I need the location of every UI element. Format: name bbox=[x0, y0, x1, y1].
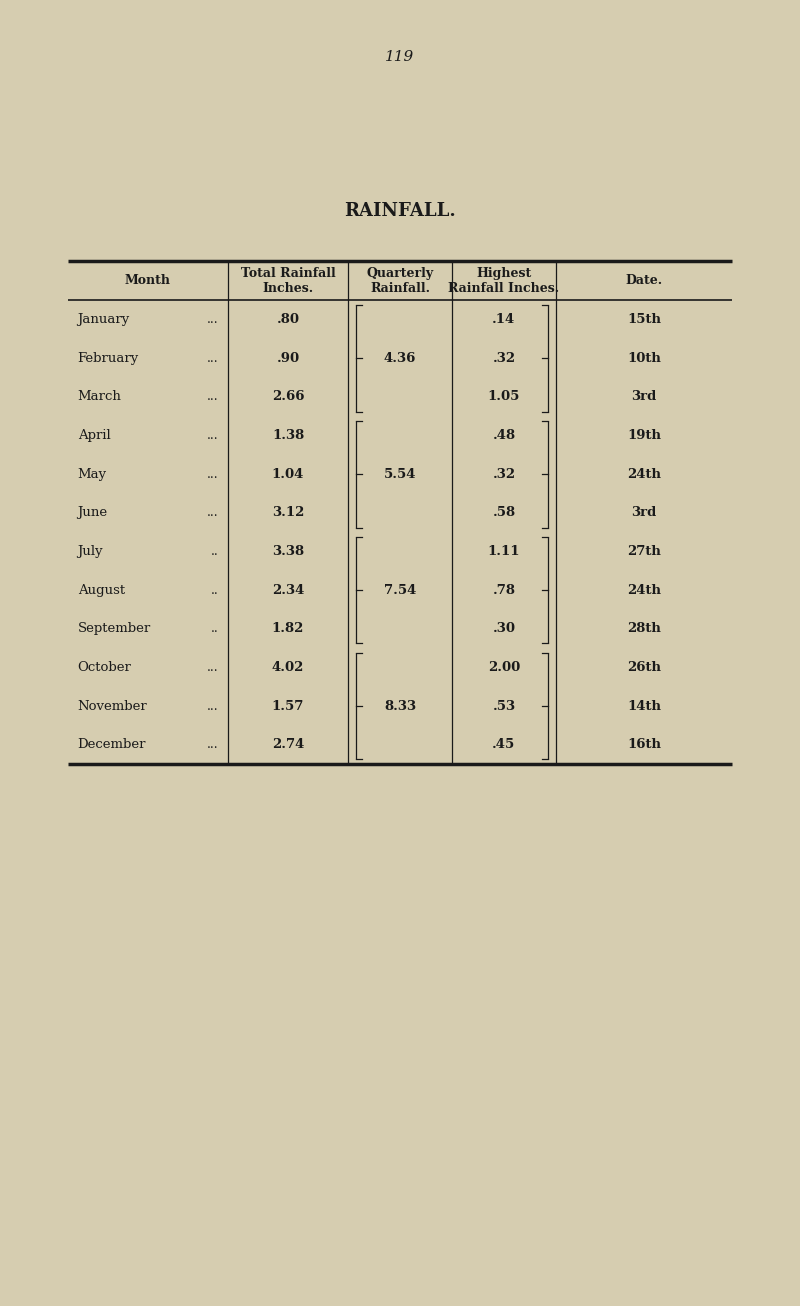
Text: April: April bbox=[78, 430, 110, 443]
Text: .53: .53 bbox=[493, 700, 515, 713]
Text: 3.12: 3.12 bbox=[272, 507, 304, 520]
Text: 3.38: 3.38 bbox=[272, 545, 304, 558]
Text: .58: .58 bbox=[493, 507, 515, 520]
Text: May: May bbox=[78, 468, 106, 481]
Text: ...: ... bbox=[206, 468, 218, 481]
Text: 1.38: 1.38 bbox=[272, 430, 304, 443]
Text: .14: .14 bbox=[492, 313, 516, 326]
Text: July: July bbox=[78, 545, 103, 558]
Text: Total Rainfall
Inches.: Total Rainfall Inches. bbox=[241, 266, 335, 295]
Text: 1.57: 1.57 bbox=[272, 700, 304, 713]
Text: 8.33: 8.33 bbox=[384, 700, 416, 713]
Text: 24th: 24th bbox=[627, 468, 661, 481]
Text: 1.04: 1.04 bbox=[272, 468, 304, 481]
Text: 14th: 14th bbox=[627, 700, 661, 713]
Text: .90: .90 bbox=[277, 351, 299, 364]
Text: 4.36: 4.36 bbox=[384, 351, 416, 364]
Text: .80: .80 bbox=[277, 313, 299, 326]
Text: .30: .30 bbox=[493, 622, 515, 635]
Text: ...: ... bbox=[206, 390, 218, 404]
Text: October: October bbox=[78, 661, 131, 674]
Text: ...: ... bbox=[206, 738, 218, 751]
Text: 5.54: 5.54 bbox=[384, 468, 416, 481]
Text: .78: .78 bbox=[493, 584, 515, 597]
Text: 2.00: 2.00 bbox=[488, 661, 520, 674]
Text: RAINFALL.: RAINFALL. bbox=[344, 202, 456, 221]
Text: Month: Month bbox=[125, 274, 171, 287]
Text: 15th: 15th bbox=[627, 313, 661, 326]
Text: 19th: 19th bbox=[627, 430, 661, 443]
Text: Date.: Date. bbox=[626, 274, 662, 287]
Text: ..: .. bbox=[210, 545, 218, 558]
Text: 1.05: 1.05 bbox=[488, 390, 520, 404]
Text: .45: .45 bbox=[492, 738, 516, 751]
Text: 2.74: 2.74 bbox=[272, 738, 304, 751]
Text: ...: ... bbox=[206, 430, 218, 443]
Text: March: March bbox=[78, 390, 122, 404]
Text: 2.66: 2.66 bbox=[272, 390, 304, 404]
Text: December: December bbox=[78, 738, 146, 751]
Text: June: June bbox=[78, 507, 108, 520]
Text: November: November bbox=[78, 700, 147, 713]
Text: February: February bbox=[78, 351, 139, 364]
Text: 1.11: 1.11 bbox=[488, 545, 520, 558]
Text: ...: ... bbox=[206, 507, 218, 520]
Text: 3rd: 3rd bbox=[631, 507, 657, 520]
Text: 2.34: 2.34 bbox=[272, 584, 304, 597]
Text: August: August bbox=[78, 584, 125, 597]
Text: ...: ... bbox=[206, 313, 218, 326]
Text: Highest
Rainfall Inches.: Highest Rainfall Inches. bbox=[449, 266, 559, 295]
Text: 16th: 16th bbox=[627, 738, 661, 751]
Text: 119: 119 bbox=[386, 50, 414, 64]
Text: .48: .48 bbox=[493, 430, 515, 443]
Text: January: January bbox=[78, 313, 130, 326]
Text: ..: .. bbox=[210, 622, 218, 635]
Text: 27th: 27th bbox=[627, 545, 661, 558]
Text: Quarterly
Rainfall.: Quarterly Rainfall. bbox=[366, 266, 434, 295]
Text: 1.82: 1.82 bbox=[272, 622, 304, 635]
Text: 24th: 24th bbox=[627, 584, 661, 597]
Text: 4.02: 4.02 bbox=[272, 661, 304, 674]
Text: 7.54: 7.54 bbox=[384, 584, 416, 597]
Text: 10th: 10th bbox=[627, 351, 661, 364]
Text: .32: .32 bbox=[493, 468, 515, 481]
Text: ..: .. bbox=[210, 584, 218, 597]
Text: 28th: 28th bbox=[627, 622, 661, 635]
Text: September: September bbox=[78, 622, 151, 635]
Text: ...: ... bbox=[206, 700, 218, 713]
Text: 3rd: 3rd bbox=[631, 390, 657, 404]
Text: ...: ... bbox=[206, 351, 218, 364]
Text: ...: ... bbox=[206, 661, 218, 674]
Text: 26th: 26th bbox=[627, 661, 661, 674]
Text: .32: .32 bbox=[493, 351, 515, 364]
